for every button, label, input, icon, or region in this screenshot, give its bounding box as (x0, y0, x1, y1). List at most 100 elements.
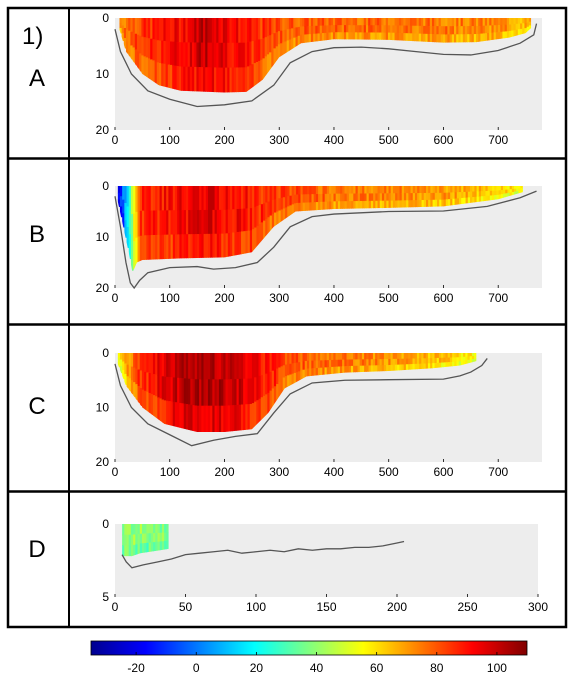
heat-cell (139, 387, 143, 407)
heat-cell (518, 190, 522, 194)
heat-cell (522, 28, 526, 35)
heat-cell (429, 18, 433, 27)
heat-cell (456, 353, 460, 358)
heat-cell (344, 353, 348, 361)
heat-cell (238, 353, 242, 380)
heat-cell (251, 353, 255, 379)
heat-cell (516, 188, 520, 192)
heat-cell (159, 63, 162, 87)
intensity-field (117, 353, 477, 433)
heat-cell (346, 186, 350, 195)
heat-cell (141, 543, 145, 554)
heat-cell (469, 18, 473, 27)
heat-cell (284, 353, 288, 366)
heat-cell (159, 541, 163, 551)
heat-cell (423, 18, 426, 27)
heat-cell (357, 359, 361, 367)
heat-cell (271, 213, 275, 229)
heat-cell (119, 186, 123, 197)
heat-cell (452, 186, 456, 193)
heat-cell (317, 33, 321, 42)
heat-cell (122, 186, 125, 201)
heat-cell (236, 231, 240, 256)
heat-cell (245, 353, 249, 380)
heat-cell (150, 542, 154, 553)
heat-cell (198, 42, 202, 68)
heat-cell (219, 233, 222, 259)
heat-cell (267, 201, 271, 218)
heat-cell (210, 233, 214, 259)
heat-cell (179, 353, 183, 379)
heat-cell (271, 50, 275, 68)
heat-cell (326, 186, 330, 195)
heat-cell (480, 33, 484, 42)
heat-cell (130, 545, 134, 557)
heat-cell (320, 367, 323, 376)
colorbar-tick-label: 20 (250, 661, 264, 675)
heat-cell (410, 353, 414, 360)
heat-cell (185, 42, 189, 68)
heat-cell (381, 32, 385, 41)
heat-cell (489, 195, 493, 201)
heat-cell (200, 67, 204, 93)
heat-cell (315, 25, 319, 35)
heat-cell (212, 233, 216, 259)
heat-cell (403, 33, 407, 42)
heat-cell (315, 18, 319, 27)
heat-cell (432, 353, 436, 359)
heat-cell (232, 353, 235, 380)
heat-cell (509, 24, 512, 32)
heat-cell (293, 27, 297, 39)
heat-cell (135, 353, 139, 370)
heat-cell (236, 208, 240, 233)
heat-cell (304, 360, 308, 370)
heat-cell (168, 353, 172, 378)
heat-cell (251, 403, 255, 429)
heat-cell (406, 193, 409, 201)
heat-cell (256, 376, 260, 401)
heat-cell (166, 234, 169, 260)
heat-cell (354, 18, 358, 26)
heat-cell (219, 209, 222, 235)
heat-cell (236, 42, 239, 69)
heat-cell (329, 186, 332, 195)
heat-cell (302, 361, 306, 371)
heat-cell (119, 22, 123, 29)
heat-cell (302, 18, 305, 27)
heat-cell (309, 360, 312, 369)
heat-cell (199, 353, 202, 380)
heat-cell (409, 25, 413, 34)
heat-cell (238, 18, 242, 44)
heat-cell (363, 32, 367, 41)
heat-cell (229, 405, 233, 432)
heat-cell (324, 367, 328, 376)
heat-cell (337, 353, 341, 361)
heat-cell (152, 210, 156, 236)
heat-cell (436, 192, 440, 201)
heat-cell (277, 31, 281, 45)
y-tick-label: 10 (96, 230, 110, 244)
heat-cell (331, 353, 334, 361)
heat-cell (284, 29, 288, 43)
heat-cell (240, 378, 244, 406)
heat-cell (168, 377, 172, 402)
heat-cell (144, 371, 147, 392)
heat-cell (381, 359, 385, 366)
heat-cell (474, 196, 478, 203)
heat-cell (513, 24, 517, 31)
heat-cell (326, 367, 330, 375)
heat-cell (203, 67, 206, 93)
heat-cell (269, 371, 273, 392)
heat-cell (282, 208, 286, 221)
heat-cell (167, 64, 171, 89)
heat-cell (500, 190, 504, 195)
heat-cell (346, 25, 349, 33)
heat-cell (443, 357, 447, 363)
heat-cell (188, 378, 191, 405)
heat-cell (412, 33, 415, 42)
heat-cell (440, 34, 444, 44)
heat-cell (137, 533, 141, 545)
heat-cell (330, 18, 334, 26)
heat-cell (230, 186, 233, 210)
